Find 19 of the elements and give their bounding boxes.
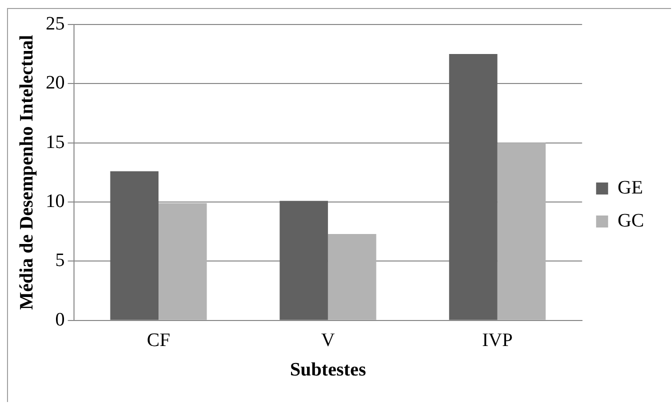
y-tick-label: 25 — [46, 13, 65, 34]
y-axis-title: Média de Desempenho Intelectual — [16, 34, 38, 310]
bar — [328, 234, 376, 320]
x-axis-title: Subtestes — [290, 360, 366, 381]
y-tick-label: 5 — [55, 250, 65, 272]
bar — [110, 171, 159, 320]
bar — [158, 203, 207, 320]
legend-label: GE — [618, 177, 643, 198]
y-tick-label: 15 — [46, 132, 65, 153]
x-tick-label: CF — [146, 330, 170, 351]
y-tick-label: 0 — [55, 309, 65, 330]
bar — [280, 200, 328, 320]
y-tick-label: 20 — [46, 72, 65, 94]
bar — [497, 142, 546, 320]
bar — [449, 54, 498, 320]
legend-label: GC — [618, 210, 644, 232]
y-tick-label: 10 — [46, 190, 65, 212]
x-tick-label: V — [321, 330, 336, 351]
x-tick-label: IVP — [482, 330, 513, 351]
